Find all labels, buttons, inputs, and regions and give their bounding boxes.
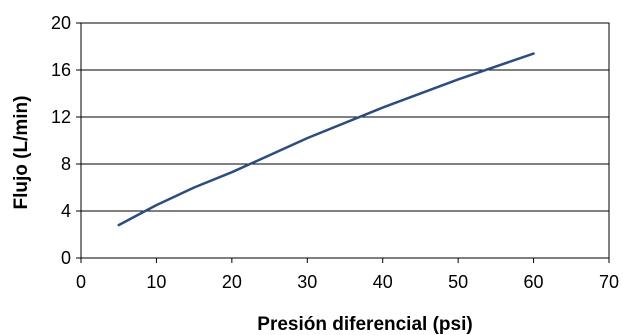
x-tick-label: 0 xyxy=(76,272,86,292)
series-layer xyxy=(117,52,535,227)
plot-area-frame xyxy=(80,22,610,259)
x-tick-label: 50 xyxy=(448,272,468,292)
y-tick-label: 12 xyxy=(51,107,71,127)
x-tick-label: 30 xyxy=(297,272,317,292)
y-tick-label: 8 xyxy=(61,154,71,174)
x-axis-title: Presión diferencial (psi) xyxy=(257,314,472,335)
y-axis-title: Flujo (L/min) xyxy=(11,96,32,210)
y-tick-label: 20 xyxy=(51,13,71,33)
x-tick-label: 60 xyxy=(524,272,544,292)
x-tick-label: 10 xyxy=(146,272,166,292)
y-axis-ticks: 0 4 8 12 16 20 xyxy=(51,13,81,268)
grid-lines xyxy=(81,22,609,259)
x-tick-label: 20 xyxy=(222,272,242,292)
y-tick-label: 0 xyxy=(61,248,71,268)
x-tick-label: 40 xyxy=(373,272,393,292)
series-line xyxy=(117,52,535,227)
x-axis-ticks: 0 10 20 30 40 50 60 70 xyxy=(76,258,619,292)
y-tick-label: 4 xyxy=(61,201,71,221)
x-tick-label: 70 xyxy=(599,272,619,292)
y-tick-label: 16 xyxy=(51,60,71,80)
